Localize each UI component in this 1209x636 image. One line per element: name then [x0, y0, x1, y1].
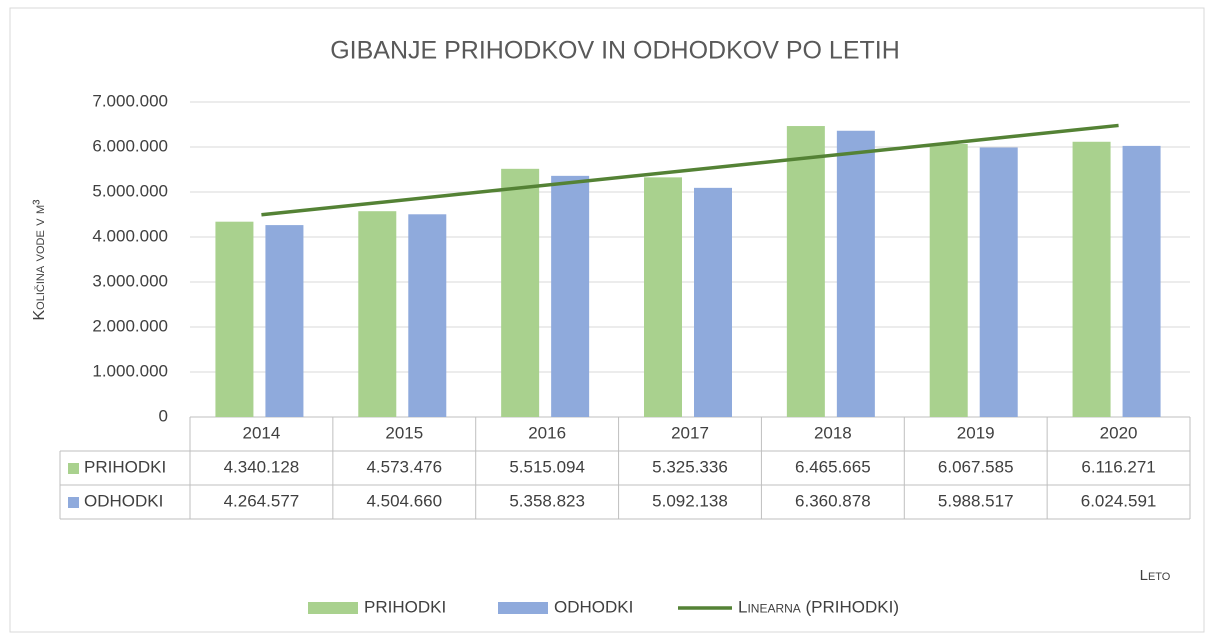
y-tick-label: 4.000.000 — [92, 226, 168, 245]
table-value: 4.264.577 — [224, 491, 300, 510]
y-axis-title: Količina vode v m³ — [31, 199, 48, 321]
table-value: 5.092.138 — [652, 491, 728, 510]
y-tick-label: 5.000.000 — [92, 181, 168, 200]
bar — [836, 130, 875, 417]
x-axis-title: Leto — [1140, 567, 1171, 584]
x-tick-label: 2017 — [671, 423, 709, 442]
table-value: 6.024.591 — [1081, 491, 1157, 510]
bar — [265, 225, 304, 417]
bar — [1072, 141, 1111, 417]
table-value: 4.573.476 — [366, 457, 442, 476]
legend-swatch — [308, 602, 358, 614]
legend-label: PRIHODKI — [364, 597, 446, 616]
bar — [501, 168, 540, 417]
table-value: 4.340.128 — [224, 457, 300, 476]
bar — [215, 221, 254, 417]
table-value: 6.116.271 — [1081, 457, 1155, 476]
table-value: 6.067.585 — [938, 457, 1014, 476]
bar — [929, 143, 968, 417]
y-tick-label: 1.000.000 — [92, 361, 168, 380]
table-legend-key — [68, 463, 79, 474]
bar — [979, 147, 1018, 418]
trendline — [261, 123, 1119, 217]
y-tick-label: 6.000.000 — [92, 136, 168, 155]
y-tick-label: 7.000.000 — [92, 91, 168, 110]
bar — [644, 177, 682, 417]
legend-label: ODHODKI — [554, 597, 633, 616]
table-value: 6.360.878 — [795, 491, 871, 510]
legend-swatch — [498, 602, 548, 614]
bar — [786, 126, 825, 417]
x-tick-label: 2016 — [528, 423, 566, 442]
table-legend-key — [68, 497, 79, 508]
table-value: 5.325.336 — [652, 457, 728, 476]
bar — [1122, 145, 1161, 417]
table-row-label: PRIHODKI — [84, 457, 166, 476]
x-tick-label: 2020 — [1100, 423, 1138, 442]
table-value: 6.465.665 — [795, 457, 871, 476]
x-tick-label: 2014 — [243, 423, 281, 442]
bar — [358, 211, 397, 417]
bar — [408, 214, 447, 417]
bar — [551, 175, 590, 417]
legend-label: Linearna (PRIHODKI) — [738, 597, 899, 616]
table-value: 4.504.660 — [366, 491, 442, 510]
bar — [694, 187, 732, 417]
table-value: 5.515.094 — [509, 457, 585, 476]
table-value: 5.988.517 — [938, 491, 1014, 510]
x-tick-label: 2015 — [385, 423, 423, 442]
table-value: 5.358.823 — [509, 491, 585, 510]
table-row-label: ODHODKI — [84, 491, 163, 510]
x-tick-label: 2018 — [814, 423, 852, 442]
chart-title: GIBANJE PRIHODKOV IN ODHODKOV PO LETIH — [330, 37, 900, 65]
y-tick-label: 3.000.000 — [92, 271, 168, 290]
y-tick-label: 2.000.000 — [92, 316, 168, 335]
y-tick-label: 0 — [159, 406, 168, 425]
x-tick-label: 2019 — [957, 423, 995, 442]
